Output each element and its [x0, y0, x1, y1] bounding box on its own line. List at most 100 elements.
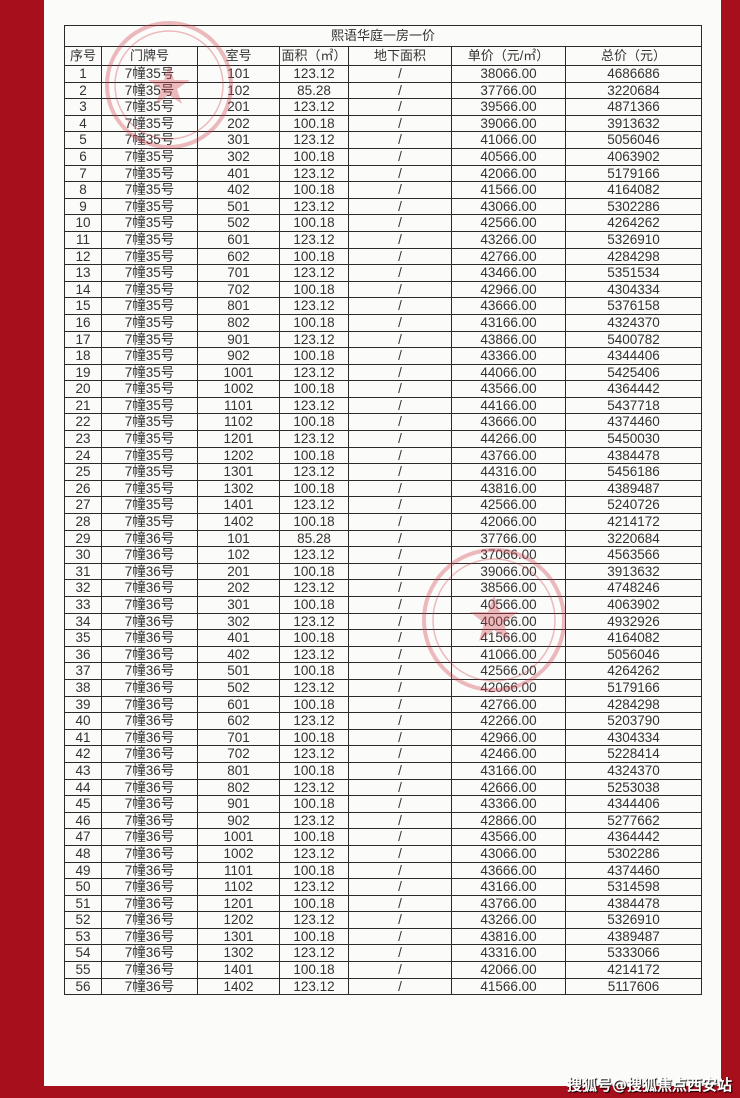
table-row: 22 7幢35号 1102 100.18/43666.00 4374460: [64, 413, 703, 432]
cell-door-no: 7幢35号: [101, 65, 198, 83]
cell-room-no: 202: [197, 114, 280, 133]
cell-underground-area: /: [348, 513, 452, 531]
cell-room-no: 402: [197, 645, 280, 664]
cell-unit-price: 42766.00: [451, 247, 566, 266]
cell-room-no: 501: [197, 197, 280, 216]
cell-door-no: 7幢36号: [101, 828, 198, 846]
cell-unit-price: 42966.00: [451, 728, 566, 747]
cell-underground-area: /: [348, 181, 452, 199]
cell-unit-price: 43666.00: [451, 413, 566, 432]
table-row: 25 7幢35号 1301 123.12/44316.00 5456186: [64, 463, 703, 481]
cell-room-no: 902: [197, 347, 280, 365]
cell-room-no: 201: [197, 562, 280, 581]
cell-serial-no: 37: [64, 662, 102, 680]
cell-area: 123.12: [279, 678, 349, 697]
cell-unit-price: 43316.00: [451, 944, 566, 963]
cell-serial-no: 44: [64, 778, 102, 797]
cell-serial-no: 8: [64, 181, 102, 199]
cell-unit-price: 41566.00: [451, 181, 566, 199]
cell-door-no: 7幢35号: [101, 197, 198, 216]
cell-room-no: 802: [197, 313, 280, 332]
table-row: 48 7幢36号 1002 123.12/43066.00 5302286: [64, 844, 703, 863]
header-serial-no: 序号: [64, 46, 102, 66]
table-row: 40 7幢36号 602 123.12/42266.00 5203790: [64, 712, 703, 730]
cell-door-no: 7幢35号: [101, 313, 198, 332]
cell-area: 123.12: [279, 131, 349, 149]
cell-total-price: 4389487: [564, 479, 703, 498]
cell-area: 123.12: [279, 496, 349, 515]
table-row: 1 7幢35号 101 123.12/38066.00 4686686: [64, 65, 703, 83]
cell-serial-no: 4: [64, 114, 102, 133]
cell-area: 123.12: [279, 65, 349, 83]
cell-door-no: 7幢35号: [101, 463, 198, 481]
table-row: 17 7幢35号 901 123.12/43866.00 5400782: [64, 330, 703, 349]
cell-unit-price: 39566.00: [451, 98, 566, 116]
cell-serial-no: 17: [64, 330, 102, 349]
cell-area: 100.18: [279, 596, 349, 614]
table-row: 16 7幢35号 802 100.18/43166.00 4324370: [64, 313, 703, 332]
cell-unit-price: 41566.00: [451, 629, 566, 647]
cell-total-price: 4063902: [564, 596, 703, 614]
cell-door-no: 7幢36号: [101, 944, 198, 963]
cell-underground-area: /: [348, 778, 452, 797]
cell-room-no: 802: [197, 778, 280, 797]
cell-total-price: 4871366: [564, 98, 703, 116]
cell-unit-price: 42266.00: [451, 712, 566, 730]
cell-door-no: 7幢36号: [101, 529, 198, 548]
cell-area: 123.12: [279, 944, 349, 963]
cell-room-no: 1302: [197, 479, 280, 498]
cell-door-no: 7幢35号: [101, 430, 198, 448]
cell-door-no: 7幢35号: [101, 214, 198, 232]
cell-area: 123.12: [279, 98, 349, 116]
cell-unit-price: 43816.00: [451, 927, 566, 946]
cell-area: 100.18: [279, 795, 349, 813]
cell-door-no: 7幢36号: [101, 894, 198, 913]
cell-serial-no: 18: [64, 347, 102, 365]
cell-underground-area: /: [348, 247, 452, 266]
cell-serial-no: 30: [64, 546, 102, 564]
cell-area: 100.18: [279, 828, 349, 846]
cell-area: 100.18: [279, 313, 349, 332]
cell-unit-price: 42066.00: [451, 164, 566, 183]
cell-area: 123.12: [279, 745, 349, 763]
table-row: 50 7幢36号 1102 123.12/43166.00 5314598: [64, 878, 703, 896]
cell-area: 123.12: [279, 264, 349, 282]
table-row: 43 7幢36号 801 100.18/43166.00 4324370: [64, 761, 703, 780]
cell-door-no: 7幢35号: [101, 413, 198, 432]
cell-underground-area: /: [348, 795, 452, 813]
table-row: 46 7幢36号 902 123.12/42866.00 5277662: [64, 811, 703, 830]
cell-unit-price: 42066.00: [451, 513, 566, 531]
cell-serial-no: 49: [64, 861, 102, 880]
cell-serial-no: 40: [64, 712, 102, 730]
cell-total-price: 4374460: [564, 413, 703, 432]
cell-door-no: 7幢35号: [101, 264, 198, 282]
cell-area: 100.18: [279, 413, 349, 432]
cell-serial-no: 2: [64, 81, 102, 100]
cell-underground-area: /: [348, 629, 452, 647]
cell-area: 100.18: [279, 961, 349, 979]
cell-unit-price: 43266.00: [451, 230, 566, 249]
cell-total-price: 4304334: [564, 728, 703, 747]
cell-unit-price: 43066.00: [451, 197, 566, 216]
cell-total-price: 5302286: [564, 844, 703, 863]
table-title: 熙语华庭一房一价: [63, 25, 703, 47]
cell-area: 123.12: [279, 612, 349, 631]
cell-serial-no: 12: [64, 247, 102, 266]
cell-serial-no: 55: [64, 961, 102, 979]
cell-door-no: 7幢36号: [101, 695, 198, 714]
cell-total-price: 5326910: [564, 911, 703, 929]
table-row: 21 7幢35号 1101 123.12/44166.00 5437718: [64, 396, 703, 415]
cell-total-price: 3913632: [564, 114, 703, 133]
cell-room-no: 202: [197, 579, 280, 597]
cell-unit-price: 44316.00: [451, 463, 566, 481]
cell-area: 100.18: [279, 181, 349, 199]
cell-door-no: 7幢35号: [101, 446, 198, 465]
cell-door-no: 7幢35号: [101, 297, 198, 315]
cell-total-price: 5228414: [564, 745, 703, 763]
cell-area: 123.12: [279, 844, 349, 863]
cell-total-price: 5056046: [564, 645, 703, 664]
cell-underground-area: /: [348, 496, 452, 515]
cell-serial-no: 7: [64, 164, 102, 183]
cell-door-no: 7幢35号: [101, 114, 198, 133]
cell-room-no: 401: [197, 629, 280, 647]
